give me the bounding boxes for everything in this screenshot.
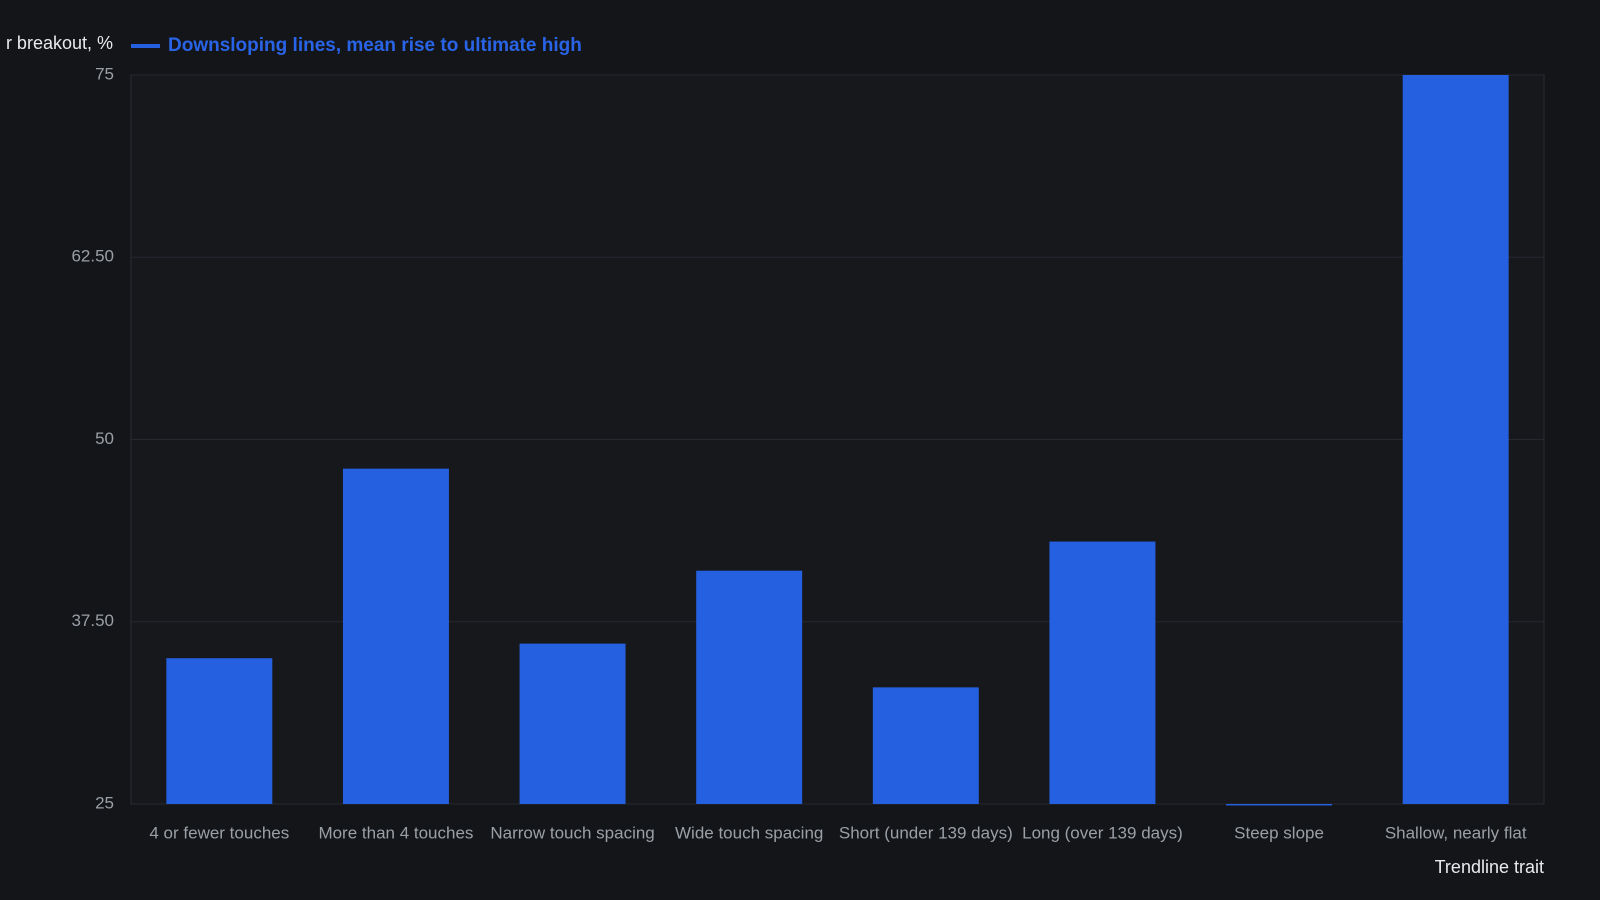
x-tick-label: Long (over 139 days) <box>1022 823 1183 842</box>
y-axis-title: r breakout, % <box>6 33 113 53</box>
x-tick-label: Steep slope <box>1234 823 1324 842</box>
bar <box>1049 541 1156 804</box>
x-tick-label: More than 4 touches <box>318 823 473 842</box>
x-tick-label: Narrow touch spacing <box>490 823 654 842</box>
legend-label: Downsloping lines, mean rise to ultimate… <box>168 35 582 56</box>
x-tick-label: Shallow, nearly flat <box>1385 823 1527 842</box>
x-tick-label: Short (under 139 days) <box>839 823 1013 842</box>
bar <box>1226 804 1333 806</box>
bar <box>872 687 979 804</box>
bar <box>342 468 449 804</box>
y-tick-label: 37.50 <box>71 611 114 630</box>
bar <box>696 570 803 804</box>
bar <box>519 643 626 804</box>
bar <box>1402 75 1509 804</box>
x-axis-title: Trendline trait <box>1435 857 1544 877</box>
bar <box>166 658 273 804</box>
y-tick-label: 25 <box>95 793 114 812</box>
y-tick-label: 62.50 <box>71 247 114 266</box>
y-tick-label: 50 <box>95 429 114 448</box>
x-tick-label: Wide touch spacing <box>675 823 823 842</box>
x-tick-label: 4 or fewer touches <box>149 823 289 842</box>
y-tick-label: 75 <box>95 64 114 83</box>
